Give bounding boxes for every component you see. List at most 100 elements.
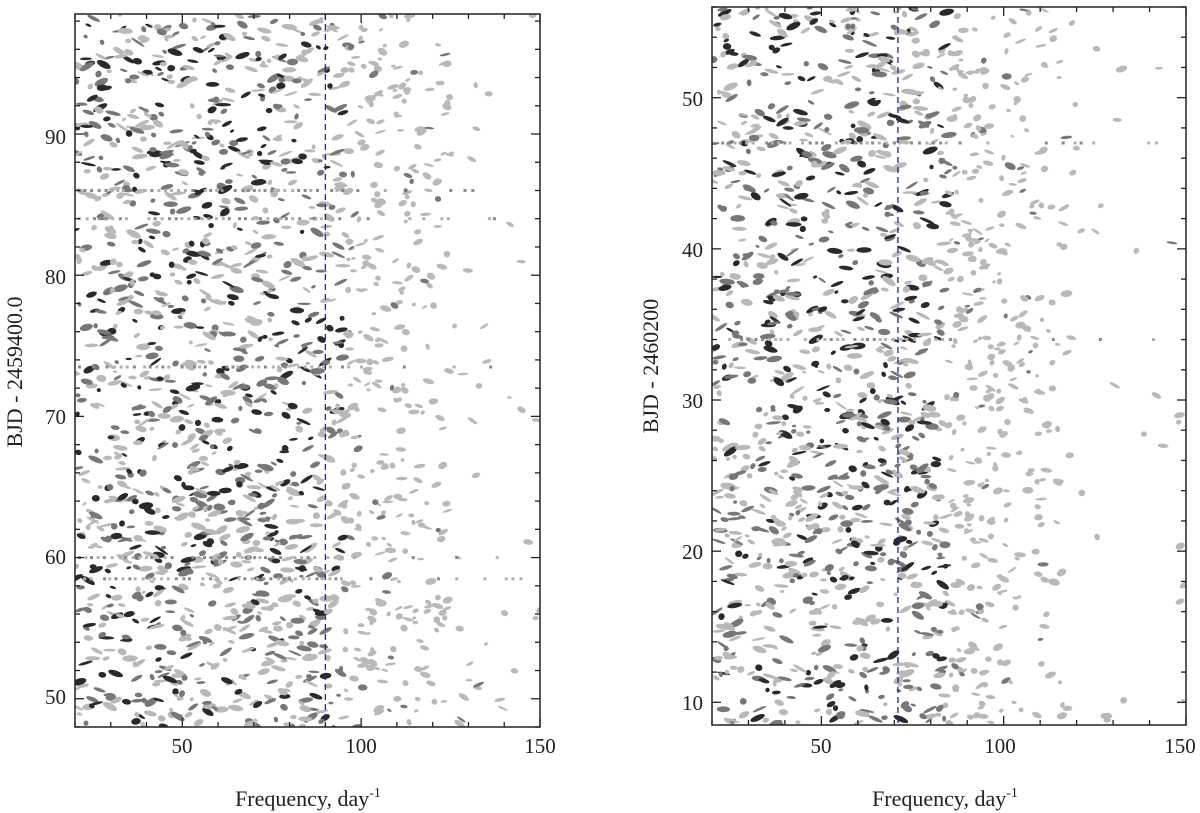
streak-dot (209, 189, 213, 192)
heatmap-blob (744, 169, 757, 175)
heatmap-blob (139, 124, 155, 131)
heatmap-blob (117, 380, 133, 387)
streak-dot (941, 338, 944, 341)
heatmap-blob (899, 669, 915, 678)
heatmap-blob (296, 421, 302, 425)
streak-dot (147, 217, 151, 221)
heatmap-blob (1039, 623, 1050, 629)
heatmap-blob (930, 626, 937, 632)
heatmap-blob (1023, 128, 1030, 133)
heatmap-blob (800, 216, 808, 222)
heatmap-blob (968, 241, 975, 248)
heatmap-blob (952, 338, 958, 345)
heatmap-blob (327, 83, 333, 89)
heatmap-blob (420, 410, 425, 415)
streak-dot (333, 556, 337, 560)
heatmap-blob (927, 411, 941, 418)
heatmap-blob (926, 466, 931, 473)
heatmap-blob (824, 127, 830, 132)
heatmap-blob (257, 611, 262, 615)
heatmap-blob (108, 669, 123, 678)
heatmap-blob (412, 608, 419, 613)
streak-dot (110, 217, 114, 221)
heatmap-blob (910, 501, 919, 508)
streak-dot (199, 217, 203, 221)
heatmap-blob (1034, 294, 1045, 302)
heatmap-blob (997, 428, 1004, 435)
heatmap-blob (265, 107, 273, 114)
heatmap-blob (862, 462, 869, 466)
heatmap-blob (297, 302, 312, 306)
heatmap-blob (859, 637, 866, 644)
streak-dot (102, 556, 106, 560)
heatmap-blob (188, 340, 193, 345)
right-panel: 50 100 150 10 20 30 40 50 Frequency, day… (638, 6, 1196, 811)
heatmap-blob (285, 363, 299, 368)
heatmap-blob (428, 398, 439, 405)
heatmap-blob (844, 643, 858, 647)
heatmap-blob (134, 125, 139, 129)
heatmap-blob (979, 482, 985, 486)
streak-dot (104, 217, 108, 221)
heatmap-blob (402, 548, 409, 555)
heatmap-blob (275, 356, 288, 361)
heatmap-blob (455, 625, 464, 632)
heatmap-blob (235, 551, 242, 558)
streak-dot (138, 556, 141, 560)
heatmap-blob (347, 383, 353, 387)
heatmap-blob (966, 584, 976, 591)
streak-dot (492, 217, 496, 221)
heatmap-blob (737, 666, 745, 673)
heatmap-blob (278, 150, 293, 157)
heatmap-blob (345, 286, 352, 294)
heatmap-blob (312, 598, 319, 604)
heatmap-blob (870, 543, 886, 548)
heatmap-blob (869, 312, 881, 321)
heatmap-blob (144, 310, 154, 315)
streak-dot (161, 365, 165, 369)
streak-dot (233, 189, 237, 192)
heatmap-blob (94, 195, 102, 202)
heatmap-blob (240, 91, 251, 99)
streak-dot (298, 217, 302, 221)
heatmap-blob (949, 502, 957, 510)
heatmap-blob (978, 537, 989, 543)
heatmap-blob (746, 473, 753, 479)
heatmap-blob (1040, 61, 1048, 68)
heatmap-blob (293, 104, 300, 109)
heatmap-blob (123, 560, 133, 564)
heatmap-blob (813, 708, 821, 713)
heatmap-blob (412, 616, 417, 620)
streak-dot (504, 577, 508, 581)
heatmap-blob (257, 502, 266, 510)
heatmap-blob (982, 160, 994, 166)
streak-dot (738, 141, 742, 145)
heatmap-blob (183, 607, 195, 613)
heatmap-blob (925, 423, 939, 430)
heatmap-blob (763, 299, 774, 305)
left-y-tick-label: 90 (45, 125, 66, 149)
heatmap-blob (864, 326, 875, 331)
heatmap-blob (1003, 32, 1011, 38)
heatmap-blob (957, 71, 968, 80)
heatmap-blob (159, 325, 166, 330)
heatmap-blob (196, 359, 206, 364)
heatmap-blob (733, 253, 740, 260)
heatmap-blob (833, 664, 844, 669)
heatmap-blob (432, 178, 442, 186)
heatmap-blob (115, 137, 121, 144)
heatmap-blob (77, 518, 83, 524)
heatmap-blob (851, 504, 863, 511)
streak-dot (90, 556, 93, 560)
heatmap-blob (350, 585, 361, 588)
heatmap-blob (762, 562, 773, 570)
heatmap-blob (277, 688, 288, 696)
heatmap-blob (978, 700, 986, 707)
heatmap-blob (192, 17, 197, 23)
heatmap-blob (722, 651, 734, 660)
heatmap-blob (114, 360, 119, 365)
heatmap-blob (893, 357, 908, 364)
heatmap-blob (1022, 486, 1034, 494)
heatmap-blob (164, 599, 177, 605)
heatmap-blob (516, 259, 526, 264)
